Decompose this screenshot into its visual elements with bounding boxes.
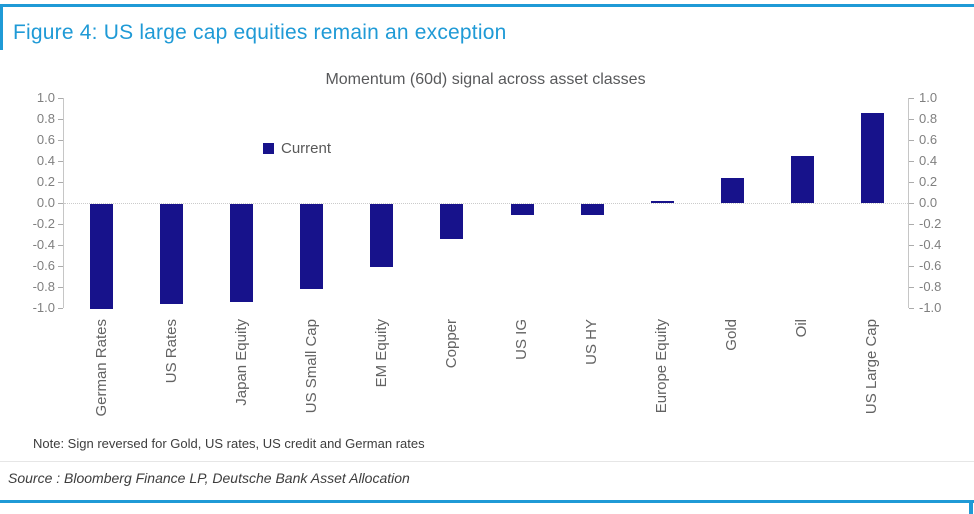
y-tick-left [58, 203, 63, 204]
y-tick-left [58, 266, 63, 267]
y-tick-label-left: 0.0 [36, 195, 55, 210]
zero-gridline [64, 203, 908, 204]
legend: Current [263, 140, 331, 157]
bar-us-large-cap [860, 112, 884, 203]
y-tick-label-left: 0.2 [36, 174, 55, 189]
x-label-us-large-cap: US Large Cap [863, 319, 881, 415]
y-tick-label-right: 0.2 [919, 174, 938, 189]
y-tick-right [909, 119, 914, 120]
y-axis-left [63, 98, 64, 308]
bar-em-equity [370, 204, 394, 267]
y-tick-left [58, 224, 63, 225]
y-tick-left [58, 98, 63, 99]
x-label-gold: Gold [723, 319, 741, 351]
x-label-us-hy: US HY [583, 319, 601, 365]
source-line: Source : Bloomberg Finance LP, Deutsche … [8, 470, 410, 486]
y-tick-right [909, 308, 914, 309]
figure-title: Figure 4: US large cap equities remain a… [13, 21, 507, 44]
x-label-copper: Copper [442, 319, 460, 369]
x-label-em-equity: EM Equity [372, 319, 390, 388]
y-tick-left [58, 161, 63, 162]
bar-us-ig [510, 204, 534, 215]
y-tick-label-right: -0.4 [919, 237, 942, 252]
y-axis-right [908, 98, 909, 308]
x-label-oil: Oil [793, 319, 811, 338]
y-tick-right [909, 224, 914, 225]
bar-german-rates [90, 204, 113, 309]
x-label-us-rates: US Rates [162, 319, 180, 384]
bottom-rule [0, 500, 974, 503]
header-left-rule [0, 4, 3, 50]
y-tick-right [909, 287, 914, 288]
y-tick-label-left: 0.6 [36, 132, 55, 147]
y-tick-label-right: 0.4 [919, 153, 938, 168]
y-tick-label-left: -1.0 [32, 300, 55, 315]
y-tick-left [58, 245, 63, 246]
source-divider [0, 461, 974, 462]
y-tick-left [58, 308, 63, 309]
legend-swatch-current [263, 143, 274, 154]
bar-us-small-cap [300, 204, 324, 290]
y-tick-label-right: 0.0 [919, 195, 938, 210]
chart-title: Momentum (60d) signal across asset class… [325, 71, 646, 88]
y-tick-label-left: -0.6 [32, 258, 55, 273]
y-tick-label-left: -0.8 [32, 279, 55, 294]
y-tick-right [909, 245, 914, 246]
chart-note: Note: Sign reversed for Gold, US rates, … [33, 436, 425, 451]
x-label-german-rates: German Rates [92, 319, 110, 417]
bar-copper [440, 204, 464, 239]
y-tick-label-right: 0.6 [919, 132, 938, 147]
y-tick-right [909, 161, 914, 162]
x-label-us-ig: US IG [513, 319, 531, 360]
y-tick-left [58, 182, 63, 183]
bar-us-hy [580, 204, 604, 215]
y-tick-label-left: -0.2 [32, 216, 55, 231]
y-tick-left [58, 287, 63, 288]
y-tick-left [58, 140, 63, 141]
y-tick-right [909, 140, 914, 141]
bar-gold [720, 177, 744, 203]
x-label-japan-equity: Japan Equity [232, 319, 250, 406]
bar-oil [790, 155, 814, 203]
bottom-right-rule [969, 500, 973, 514]
y-tick-label-right: -1.0 [919, 300, 942, 315]
y-tick-right [909, 98, 914, 99]
y-tick-left [58, 119, 63, 120]
y-tick-label-right: -0.2 [919, 216, 942, 231]
y-tick-label-left: -0.4 [32, 237, 55, 252]
bar-europe-equity [650, 200, 674, 203]
y-tick-label-left: 0.4 [36, 153, 55, 168]
y-tick-right [909, 266, 914, 267]
bar-us-rates [160, 204, 184, 304]
y-tick-label-right: -0.8 [919, 279, 942, 294]
y-tick-right [909, 203, 914, 204]
x-label-us-small-cap: US Small Cap [302, 319, 320, 414]
y-tick-label-right: 1.0 [919, 90, 938, 105]
header-top-rule [0, 4, 974, 7]
y-tick-right [909, 182, 914, 183]
y-tick-label-right: 0.8 [919, 111, 938, 126]
x-label-europe-equity: Europe Equity [653, 319, 671, 414]
y-tick-label-right: -0.6 [919, 258, 942, 273]
bar-japan-equity [230, 204, 254, 302]
y-tick-label-left: 0.8 [36, 111, 55, 126]
y-tick-label-left: 1.0 [36, 90, 55, 105]
legend-label: Current [281, 140, 332, 157]
